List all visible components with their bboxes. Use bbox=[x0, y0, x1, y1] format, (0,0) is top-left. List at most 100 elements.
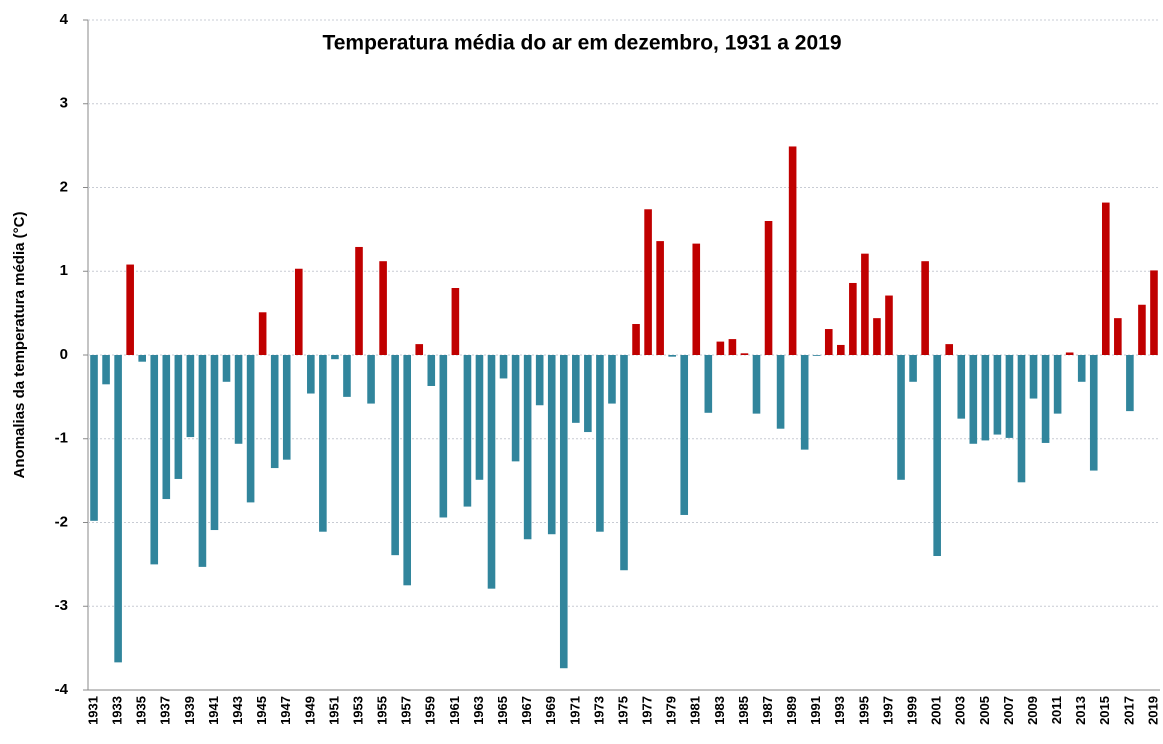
bar bbox=[945, 344, 954, 355]
x-tick-label: 1961 bbox=[447, 696, 462, 725]
bar bbox=[584, 355, 592, 433]
y-tick-label: 2 bbox=[60, 178, 68, 195]
bar bbox=[1065, 352, 1074, 355]
bar bbox=[764, 221, 773, 355]
bar bbox=[523, 355, 532, 540]
x-tick-label: 1955 bbox=[375, 696, 390, 725]
x-tick-label: 2011 bbox=[1049, 696, 1064, 724]
x-tick-label: 2003 bbox=[953, 696, 968, 725]
x-tick-label: 1933 bbox=[110, 696, 125, 725]
x-tick-label: 2009 bbox=[1025, 696, 1040, 725]
bar bbox=[403, 355, 411, 586]
x-tick-label: 1985 bbox=[736, 696, 751, 725]
bar bbox=[1126, 355, 1134, 412]
bar bbox=[608, 355, 616, 404]
bar bbox=[1029, 355, 1038, 399]
bar bbox=[487, 355, 496, 589]
bar bbox=[258, 312, 267, 355]
bar bbox=[463, 355, 472, 507]
bar bbox=[644, 209, 652, 355]
x-tick-label: 1957 bbox=[399, 696, 414, 725]
y-tick-label: 3 bbox=[60, 95, 68, 112]
y-tick-label: -4 bbox=[55, 681, 69, 698]
y-axis-label: Anomalias da temperatura média (°C) bbox=[11, 212, 28, 479]
bar bbox=[391, 355, 399, 556]
y-tick-label: 1 bbox=[60, 262, 68, 279]
bar bbox=[704, 355, 713, 413]
bar bbox=[451, 288, 460, 355]
bar bbox=[1077, 355, 1086, 382]
bar bbox=[728, 339, 737, 355]
bar bbox=[656, 241, 664, 355]
bar bbox=[812, 355, 821, 356]
bar bbox=[885, 295, 893, 355]
x-tick-label: 1965 bbox=[495, 696, 510, 725]
x-tick-label: 1997 bbox=[880, 696, 895, 725]
bar bbox=[198, 355, 207, 567]
bar bbox=[788, 146, 797, 355]
x-tick-label: 1947 bbox=[278, 696, 293, 725]
x-tick-label: 2001 bbox=[929, 696, 944, 725]
bar bbox=[1089, 355, 1098, 471]
x-tick-label: 2015 bbox=[1097, 696, 1112, 725]
bar bbox=[1053, 355, 1062, 414]
bar bbox=[126, 264, 134, 355]
x-tick-label: 1969 bbox=[543, 696, 558, 725]
bar bbox=[102, 355, 110, 385]
bar bbox=[150, 355, 159, 565]
x-tick-label: 1989 bbox=[784, 696, 799, 725]
y-tick-label: 4 bbox=[60, 11, 69, 28]
x-tick-label: 1931 bbox=[85, 696, 100, 725]
x-tick-label: 1941 bbox=[206, 696, 221, 725]
bar bbox=[475, 355, 484, 480]
y-tick-label: 0 bbox=[60, 346, 68, 363]
bar bbox=[1101, 202, 1110, 355]
bar bbox=[367, 355, 375, 404]
x-tick-label: 1953 bbox=[350, 696, 365, 725]
bar bbox=[776, 355, 785, 429]
y-tick-label: -2 bbox=[55, 513, 68, 530]
x-tick-label: 1991 bbox=[808, 696, 823, 725]
bar bbox=[632, 324, 640, 355]
bar bbox=[499, 355, 508, 379]
bar bbox=[1138, 304, 1146, 355]
bar bbox=[969, 355, 978, 444]
bar bbox=[114, 355, 122, 663]
bar bbox=[355, 246, 363, 355]
bar bbox=[837, 344, 845, 355]
bar bbox=[379, 261, 387, 355]
x-tick-label: 1967 bbox=[519, 696, 534, 725]
bar bbox=[547, 355, 556, 535]
x-tick-label: 1987 bbox=[760, 696, 775, 725]
bar bbox=[415, 344, 424, 355]
bar bbox=[186, 355, 195, 438]
x-tick-label: 1971 bbox=[567, 696, 582, 725]
bar bbox=[824, 329, 833, 355]
x-tick-label: 1945 bbox=[254, 696, 269, 725]
x-tick-label: 1975 bbox=[615, 696, 630, 725]
bar bbox=[222, 355, 231, 382]
x-tick-label: 1951 bbox=[326, 696, 341, 725]
bar bbox=[572, 355, 580, 423]
x-tick-label: 1973 bbox=[591, 696, 606, 725]
bar bbox=[909, 355, 917, 382]
x-tick-label: 1935 bbox=[134, 696, 149, 725]
x-tick-label: 2005 bbox=[977, 696, 992, 725]
x-tick-label: 1979 bbox=[664, 696, 679, 725]
x-tick-label: 1937 bbox=[158, 696, 173, 725]
bar bbox=[981, 355, 990, 441]
x-tick-label: 1995 bbox=[856, 696, 871, 725]
x-tick-label: 1977 bbox=[640, 696, 655, 725]
bar bbox=[559, 355, 568, 669]
bar bbox=[319, 355, 327, 532]
bar bbox=[270, 355, 279, 469]
bar bbox=[511, 355, 520, 462]
bar bbox=[246, 355, 255, 503]
bar bbox=[138, 355, 147, 362]
bar bbox=[861, 253, 869, 355]
chart-title: Temperatura média do ar em dezembro, 193… bbox=[322, 32, 841, 55]
bar bbox=[1041, 355, 1050, 443]
x-tick-label: 1939 bbox=[182, 696, 197, 725]
bar bbox=[234, 355, 243, 444]
bar bbox=[957, 355, 966, 419]
